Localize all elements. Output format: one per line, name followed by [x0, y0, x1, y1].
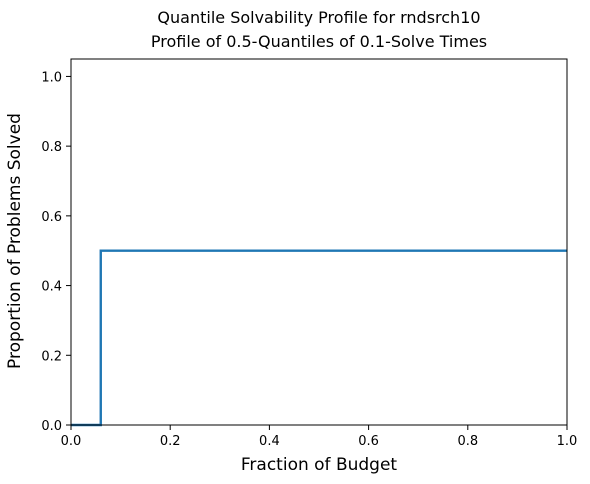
y-tick-label: 0.2: [41, 349, 62, 364]
y-axis-ticks: 0.0 0.2 0.4 0.6 0.8 1.0: [41, 70, 71, 434]
y-axis-label: Proportion of Problems Solved: [5, 113, 25, 369]
x-axis-label: Fraction of Budget: [241, 455, 398, 475]
x-tick-label: 0.0: [61, 434, 82, 449]
chart-subtitle: Profile of 0.5-Quantiles of 0.1-Solve Ti…: [151, 32, 487, 51]
y-tick-label: 0.4: [41, 280, 62, 295]
chart-title: Quantile Solvability Profile for rndsrch…: [157, 8, 480, 27]
plot-area: 0.0 0.2 0.4 0.6 0.8 1.0 0.0 0.2 0.4 0.6 0.8 1.0: [41, 58, 578, 449]
axes-frame: [70, 58, 568, 426]
x-tick-label: 0.4: [259, 434, 280, 449]
x-tick-label: 0.8: [457, 434, 478, 449]
y-tick-label: 0.8: [41, 140, 62, 155]
x-tick-label: 1.0: [557, 434, 578, 449]
x-tick-label: 0.2: [160, 434, 181, 449]
y-tick-label: 1.0: [41, 70, 62, 85]
x-tick-label: 0.6: [358, 434, 379, 449]
y-tick-label: 0.6: [41, 210, 62, 225]
x-axis-ticks: 0.0 0.2 0.4 0.6 0.8 1.0: [61, 425, 578, 449]
y-tick-label: 0.0: [41, 419, 62, 434]
